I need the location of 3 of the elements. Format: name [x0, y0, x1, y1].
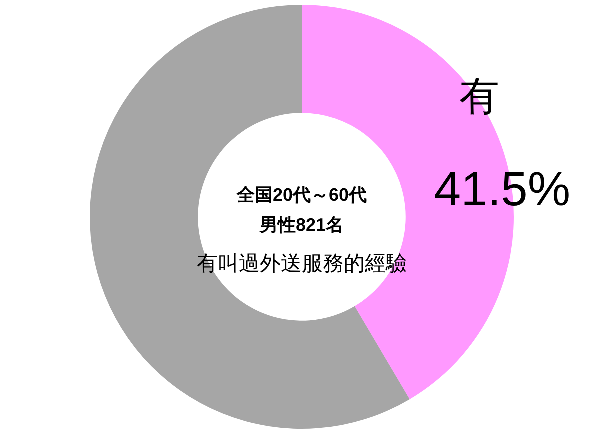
title: 全国20代～60代	[236, 185, 368, 205]
annotation: 有叫過外送服務的經驗	[197, 252, 407, 276]
subtitle: 男性821名	[260, 215, 344, 235]
